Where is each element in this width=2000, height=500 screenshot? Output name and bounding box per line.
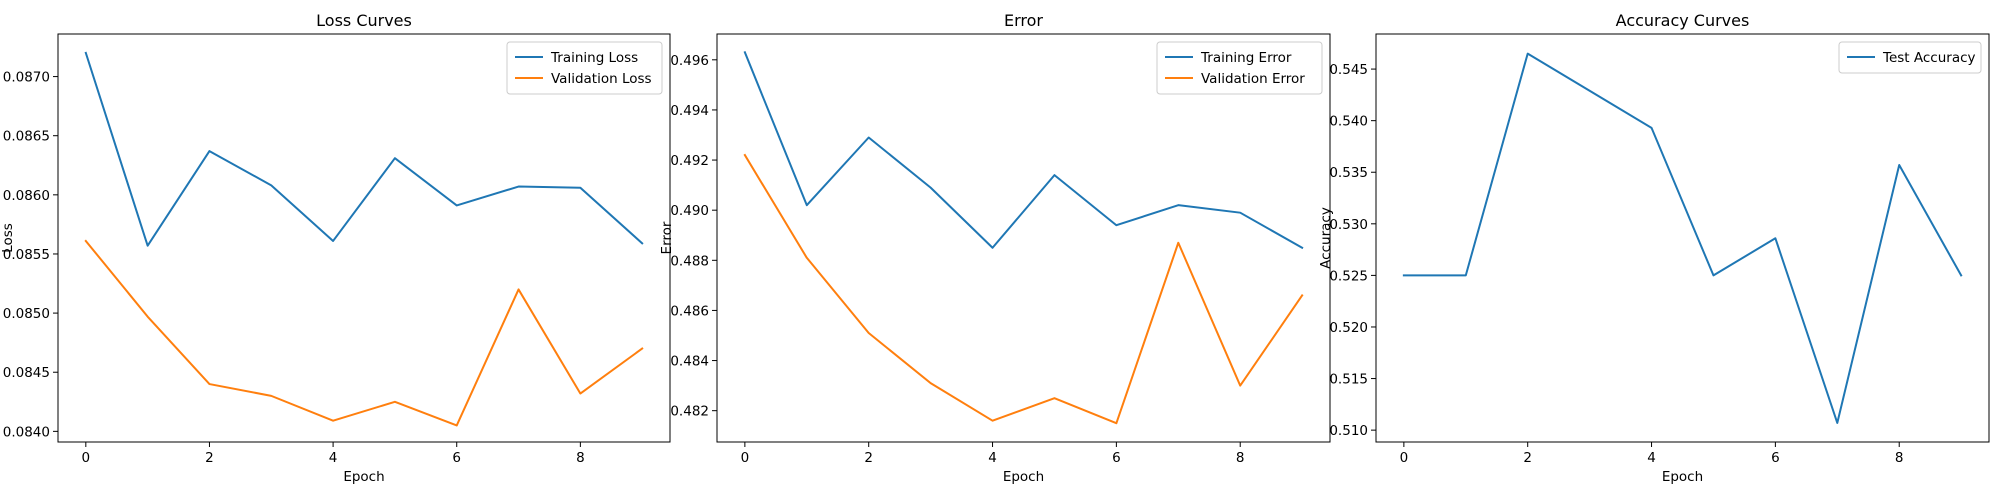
x-tick-label: 6 <box>452 450 461 466</box>
series-line <box>84 51 644 247</box>
x-tick-label: 8 <box>1236 450 1245 466</box>
y-tick-label: 0.535 <box>1329 165 1368 181</box>
y-axis-label: Error <box>659 221 675 254</box>
y-tick-label: 0.490 <box>670 203 709 219</box>
x-tick-label: 4 <box>329 450 338 466</box>
y-tick-label: 0.482 <box>670 404 709 420</box>
x-axis-label: Epoch <box>1003 469 1044 485</box>
accuracy-curves-panel: Accuracy Curves Epoch Accuracy 0 2 4 6 8 0.51… <box>1318 11 1990 485</box>
series-line <box>743 153 1304 425</box>
y-tick-label: 0.510 <box>1329 423 1368 439</box>
y-tick-label: 0.0840 <box>3 424 50 440</box>
legend-box <box>1156 41 1323 95</box>
y-tick-label: 0.515 <box>1329 372 1368 388</box>
x-tick-label: 6 <box>1112 450 1121 466</box>
y-tick-label: 0.530 <box>1329 217 1368 233</box>
legend-label: Test Accuracy <box>1882 50 1976 66</box>
axes-frame <box>716 33 1331 443</box>
x-tick-label: 4 <box>988 450 997 466</box>
y-tick-label: 0.545 <box>1329 62 1368 78</box>
x-tick-label: 6 <box>1771 450 1780 466</box>
legend-box <box>1838 41 1982 74</box>
series-line <box>743 50 1304 250</box>
x-axis-label: Epoch <box>343 469 384 485</box>
y-tick-label: 0.488 <box>670 253 709 269</box>
legend-box <box>506 41 663 95</box>
y-tick-label: 0.484 <box>670 354 709 370</box>
y-tick-label: 0.520 <box>1329 320 1368 336</box>
legend-label: Validation Loss <box>551 71 652 87</box>
chart-title: Loss Curves <box>316 11 412 30</box>
y-tick-label: 0.0860 <box>3 188 50 204</box>
y-tick-label: 0.0855 <box>3 247 50 263</box>
y-tick-label: 0.0850 <box>3 306 50 322</box>
legend-label: Training Loss <box>550 50 638 66</box>
y-tick-label: 0.486 <box>670 303 709 319</box>
y-tick-label: 0.0870 <box>3 70 50 86</box>
chart-title: Error <box>1004 11 1043 30</box>
x-tick-label: 8 <box>1895 450 1904 466</box>
x-tick-label: 0 <box>1400 450 1409 466</box>
loss-curves-panel: Loss Curves Epoch Loss 0 2 4 6 8 0.0840 0.0845… <box>0 11 671 485</box>
axes-frame <box>1375 33 1990 443</box>
y-tick-label: 0.540 <box>1329 114 1368 130</box>
y-tick-label: 0.492 <box>670 153 709 169</box>
y-tick-label: 0.496 <box>670 53 709 69</box>
x-tick-label: 2 <box>1523 450 1532 466</box>
x-tick-label: 8 <box>576 450 585 466</box>
y-tick-label: 0.494 <box>670 103 709 119</box>
chart-title: Accuracy Curves <box>1616 11 1750 30</box>
x-tick-label: 4 <box>1647 450 1656 466</box>
x-tick-label: 0 <box>741 450 750 466</box>
x-tick-label: 0 <box>82 450 91 466</box>
series-line <box>1402 52 1963 424</box>
y-tick-label: 0.0845 <box>3 365 50 381</box>
y-tick-label: 0.525 <box>1329 268 1368 284</box>
y-axis-label: Accuracy <box>1318 207 1334 269</box>
axes-frame <box>57 33 671 443</box>
y-axis-label: Loss <box>0 223 16 253</box>
legend-label: Training Error <box>1200 50 1292 66</box>
x-tick-label: 2 <box>205 450 214 466</box>
legend-label: Validation Error <box>1201 71 1305 87</box>
y-tick-label: 0.0865 <box>3 129 50 145</box>
x-tick-label: 2 <box>864 450 873 466</box>
x-axis-label: Epoch <box>1662 469 1703 485</box>
error-panel: Error Epoch Error 0 2 4 6 8 0.482 0.484 0.486 0.… <box>659 11 1331 485</box>
series-line <box>84 239 644 427</box>
